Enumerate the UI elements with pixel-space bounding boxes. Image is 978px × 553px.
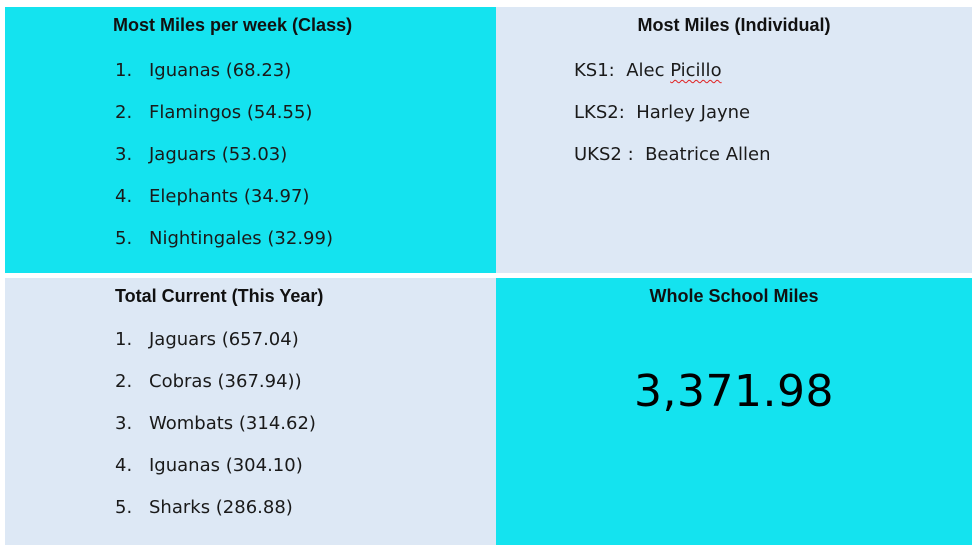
individual-entry: UKS2 : Beatrice Allen <box>574 144 771 165</box>
list-item: 1. Jaguars (657.04) <box>115 319 316 361</box>
list-item-text: Jaguars (53.03) <box>149 144 288 165</box>
list-item: 4. Elephants (34.97) <box>115 176 333 218</box>
rank-number: 5. <box>115 497 133 518</box>
list-item: 3. Jaguars (53.03) <box>115 134 333 176</box>
spellcheck-name: Picillo <box>670 60 722 81</box>
list-item: 3. Wombats (314.62) <box>115 403 316 445</box>
total-current-list: 1. Jaguars (657.04) 2. Cobras (367.94)) 3.… <box>115 319 316 529</box>
list-item: 5. Sharks (286.88) <box>115 487 316 529</box>
total-current-panel: Total Current (This Year) 1. Jaguars (657… <box>5 278 496 545</box>
weekly-class-list: 1. Iguanas (68.23) 2. Flamingos (54.55) 3.… <box>115 50 333 260</box>
individual-entry: LKS2: Harley Jayne <box>574 102 751 123</box>
rank-number: 2. <box>115 371 133 392</box>
list-item-text: Cobras (367.94)) <box>149 371 302 392</box>
rank-number: 2. <box>115 102 133 123</box>
rank-number: 1. <box>115 60 133 81</box>
individual-title: Most Miles (Individual) <box>637 15 831 35</box>
weekly-class-panel: Most Miles per week (Class) 1. Iguanas (6… <box>5 7 496 273</box>
list-item-text: Sharks (286.88) <box>149 497 293 518</box>
rank-number: 1. <box>115 329 133 350</box>
total-current-title: Total Current (This Year) <box>115 286 324 306</box>
individual-panel: Most Miles (Individual) KS1: Alec Picill… <box>496 7 972 273</box>
whole-school-panel: Whole School Miles 3,371.98 <box>496 278 972 545</box>
list-item-text: Flamingos (54.55) <box>149 102 313 123</box>
list-item: 4. Iguanas (304.10) <box>115 445 316 487</box>
list-item-text: Wombats (314.62) <box>149 413 316 434</box>
rank-number: 5. <box>115 228 133 249</box>
whole-school-total: 3,371.98 <box>634 366 834 417</box>
individual-entry: KS1: Alec <box>574 60 671 81</box>
list-item: 2. Cobras (367.94)) <box>115 361 316 403</box>
rank-number: 4. <box>115 455 133 476</box>
rank-number: 3. <box>115 413 133 434</box>
list-item: KS1: Alec Picillo <box>574 50 771 92</box>
list-item: UKS2 : Beatrice Allen <box>574 134 771 176</box>
list-item: LKS2: Harley Jayne <box>574 92 771 134</box>
rank-number: 3. <box>115 144 133 165</box>
list-item: 1. Iguanas (68.23) <box>115 50 333 92</box>
list-item-text: Nightingales (32.99) <box>149 228 333 249</box>
list-item-text: Iguanas (68.23) <box>149 60 292 81</box>
list-item: 2. Flamingos (54.55) <box>115 92 333 134</box>
list-item: 5. Nightingales (32.99) <box>115 218 333 260</box>
weekly-class-title: Most Miles per week (Class) <box>113 15 353 35</box>
rank-number: 4. <box>115 186 133 207</box>
list-item-text: Jaguars (657.04) <box>149 329 299 350</box>
list-item-text: Elephants (34.97) <box>149 186 310 207</box>
individual-list: KS1: Alec Picillo LKS2: Harley Jayne UKS… <box>574 50 771 176</box>
whole-school-title: Whole School Miles <box>649 286 819 306</box>
list-item-text: Iguanas (304.10) <box>149 455 303 476</box>
